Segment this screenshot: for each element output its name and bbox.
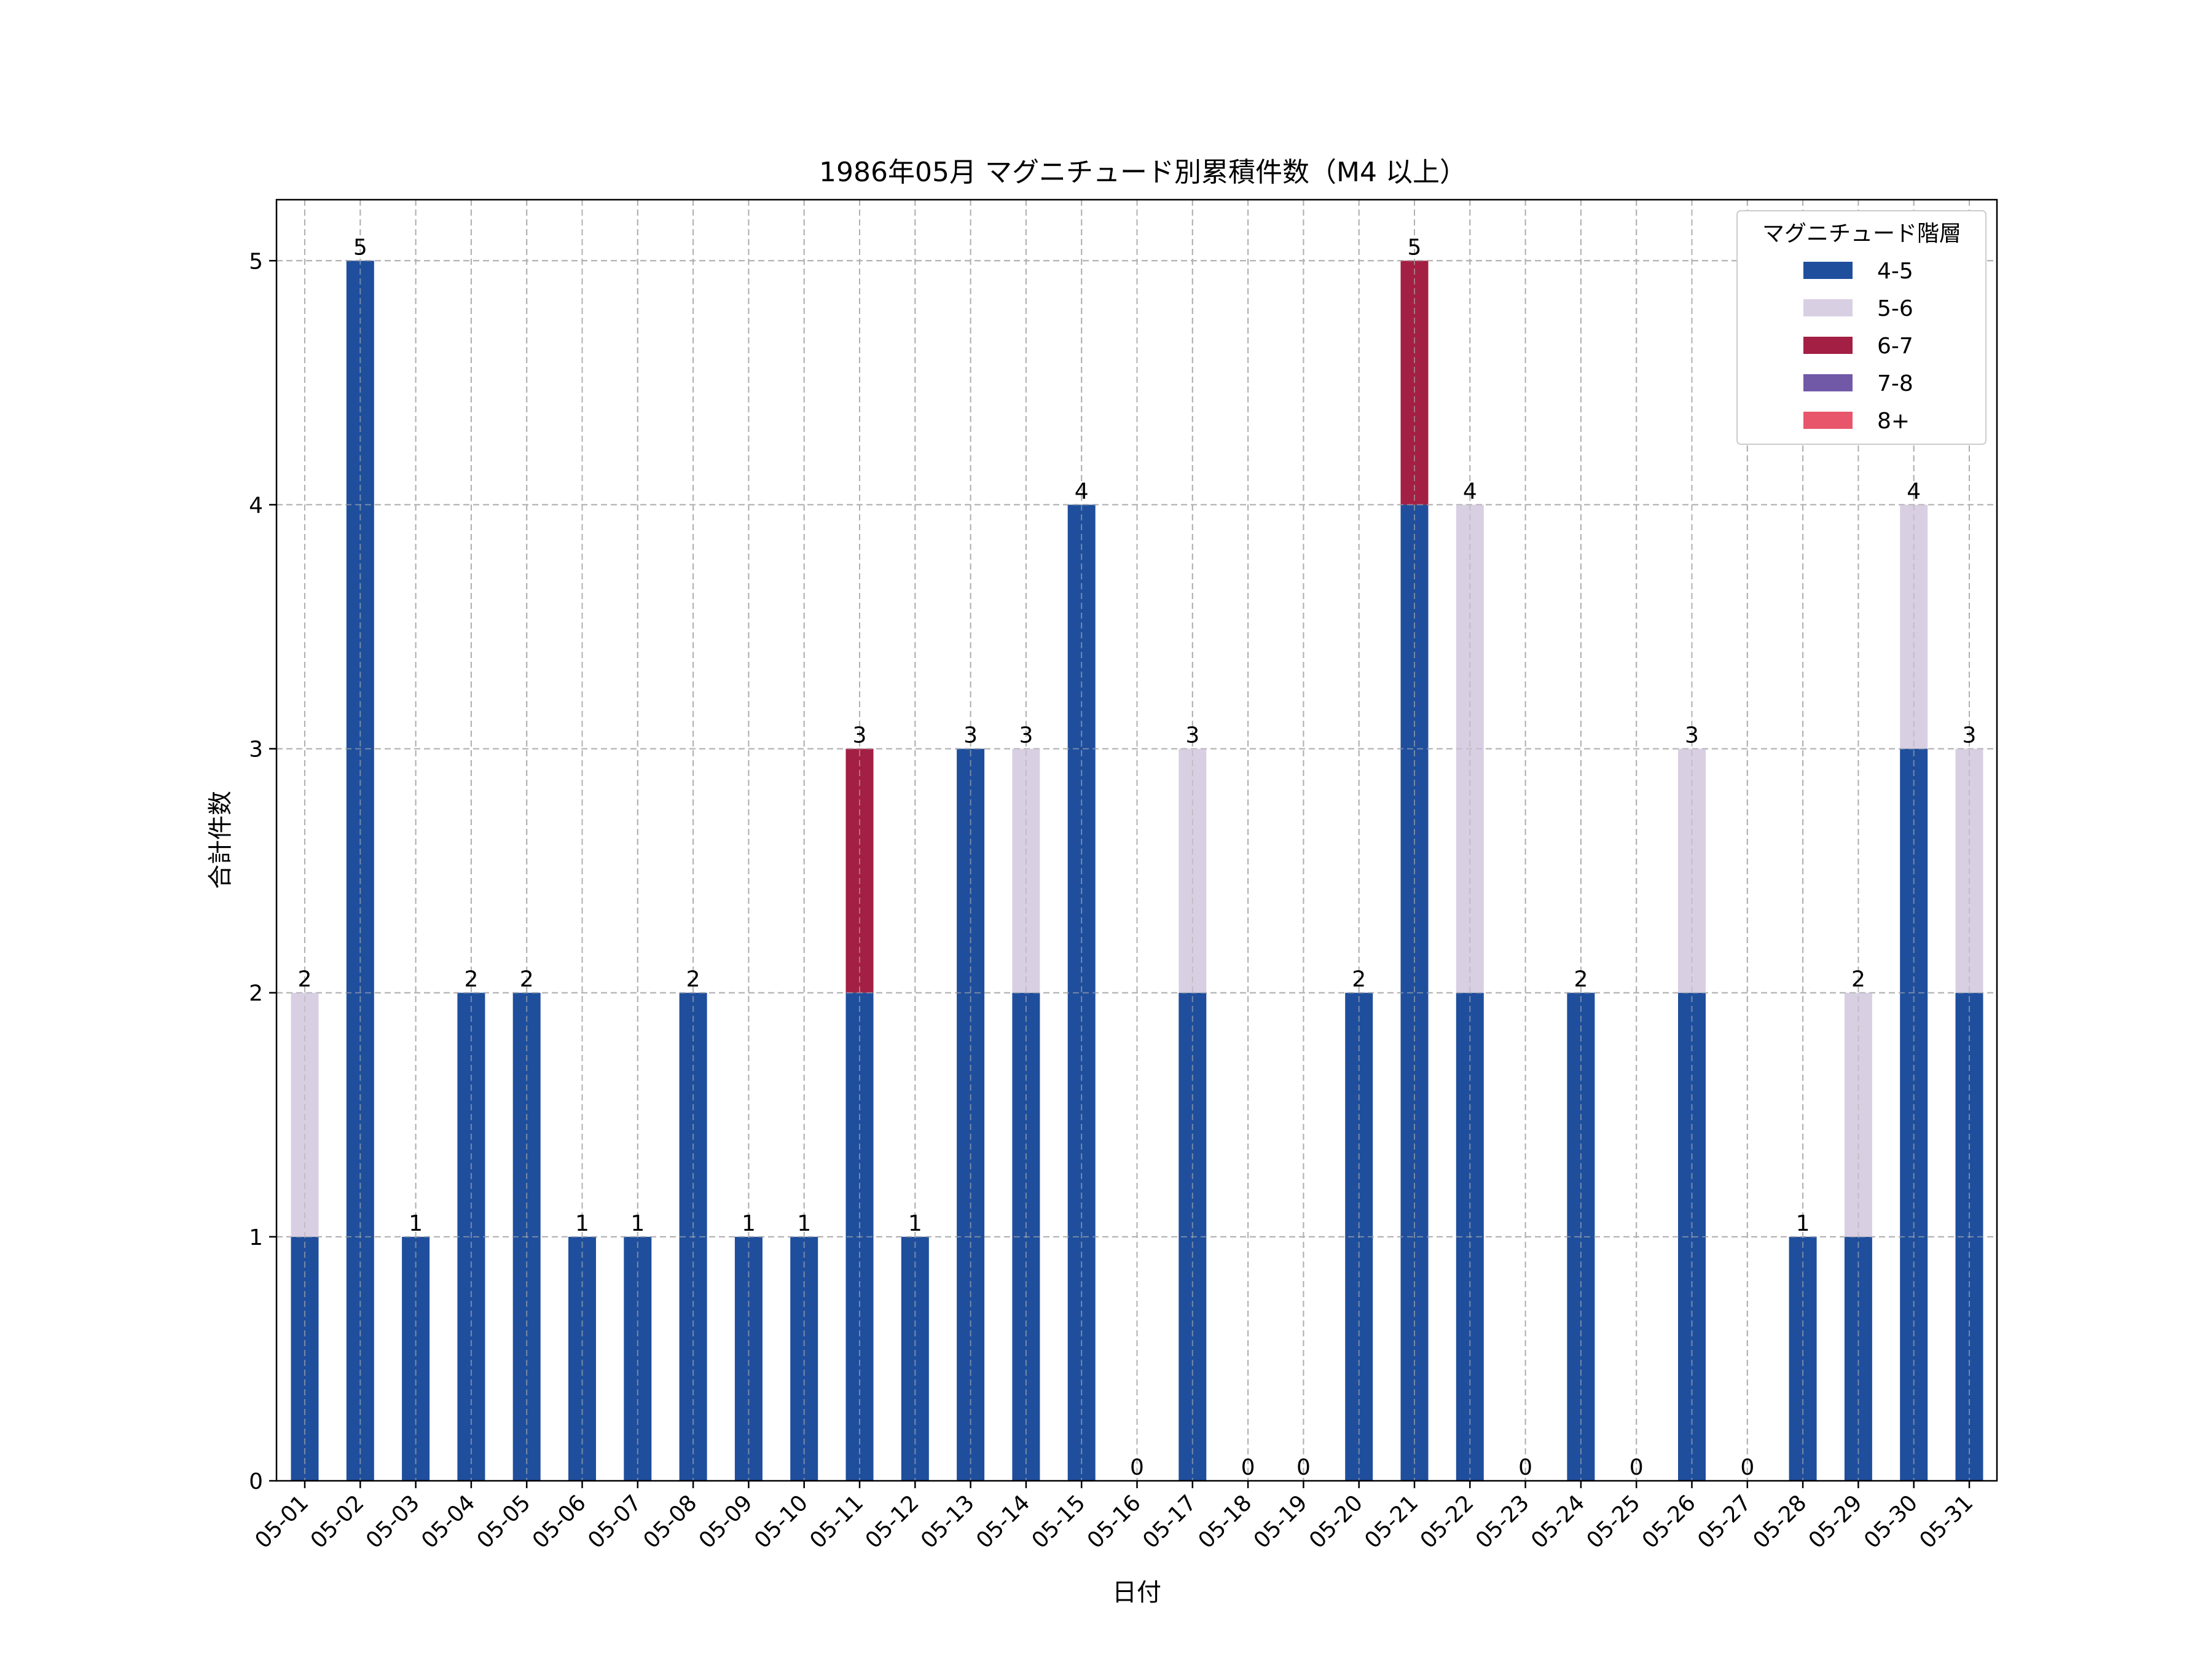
bar-total-label: 2 xyxy=(1574,967,1588,992)
y-tick-label: 1 xyxy=(249,1225,263,1250)
bar-total-label: 5 xyxy=(1408,235,1422,260)
bar-total-label: 4 xyxy=(1907,479,1921,504)
y-tick-label: 3 xyxy=(249,737,263,763)
bar-labels: 2 5 1 2 2 1 1 2 1 1 3 1 3 3 4 0 3 0 0 2 5 4 0 2 0 3 0 1 2 4 3 xyxy=(298,235,1977,1480)
bar-total-label: 3 xyxy=(1685,723,1699,748)
bar-total-label: 4 xyxy=(1463,479,1477,504)
legend-title: マグニチュード階層 xyxy=(1762,221,1961,246)
legend-items: 4-5 5-6 6-7 7-8 8+ xyxy=(1803,259,1913,434)
y-axis: 0 1 2 3 4 5 xyxy=(249,249,276,1494)
legend-label: 5-6 xyxy=(1877,296,1913,321)
bar-total-label: 0 xyxy=(1130,1455,1144,1480)
bar-total-label: 0 xyxy=(1630,1455,1644,1480)
bar-total-label: 5 xyxy=(353,235,367,260)
bar-total-label: 3 xyxy=(1185,723,1199,748)
y-tick-label: 2 xyxy=(249,981,263,1006)
legend-swatch xyxy=(1803,262,1853,279)
bar-total-label: 1 xyxy=(409,1211,423,1236)
legend-swatch xyxy=(1803,412,1853,429)
legend: マグニチュード階層 4-5 5-6 6-7 7-8 8+ xyxy=(1736,210,1986,445)
y-tick-label: 5 xyxy=(249,249,263,274)
chart-title: 1986年05月 マグニチュード別累積件数（M4 以上） xyxy=(819,157,1467,188)
y-tick-label: 0 xyxy=(249,1469,263,1494)
bar-total-label: 4 xyxy=(1075,479,1089,504)
bar-total-label: 2 xyxy=(464,967,478,992)
bar-total-label: 2 xyxy=(520,967,534,992)
legend-box xyxy=(1736,210,1986,445)
y-tick-label: 4 xyxy=(249,493,263,518)
bar-total-label: 3 xyxy=(1019,723,1033,748)
legend-label: 4-5 xyxy=(1877,259,1913,284)
bar-total-label: 0 xyxy=(1518,1455,1532,1480)
legend-label: 7-8 xyxy=(1877,371,1913,396)
bar-total-label: 0 xyxy=(1296,1455,1311,1480)
bar-total-label: 3 xyxy=(963,723,978,748)
legend-swatch xyxy=(1803,299,1853,316)
bar-total-label: 2 xyxy=(686,967,700,992)
legend-label: 8+ xyxy=(1877,409,1910,434)
bar-total-label: 0 xyxy=(1241,1455,1255,1480)
legend-swatch xyxy=(1803,337,1853,354)
bar-total-label: 1 xyxy=(908,1211,922,1236)
bar-total-label: 0 xyxy=(1740,1455,1754,1480)
y-axis-label: 合計件数 xyxy=(206,791,235,889)
bar-total-label: 3 xyxy=(1963,723,1977,748)
bar-total-label: 1 xyxy=(630,1211,645,1236)
x-axis-label: 日付 xyxy=(1112,1579,1161,1607)
bar-total-label: 2 xyxy=(1352,967,1366,992)
bar-total-label: 1 xyxy=(797,1211,811,1236)
bar-total-label: 1 xyxy=(1796,1211,1810,1236)
bar-total-label: 3 xyxy=(853,723,867,748)
bar-total-label: 2 xyxy=(298,967,312,992)
bar-total-label: 1 xyxy=(575,1211,589,1236)
bars xyxy=(276,200,1997,1481)
legend-label: 6-7 xyxy=(1877,334,1913,359)
bar-total-label: 2 xyxy=(1851,967,1865,992)
bar-total-label: 1 xyxy=(742,1211,756,1236)
legend-swatch xyxy=(1803,374,1853,391)
